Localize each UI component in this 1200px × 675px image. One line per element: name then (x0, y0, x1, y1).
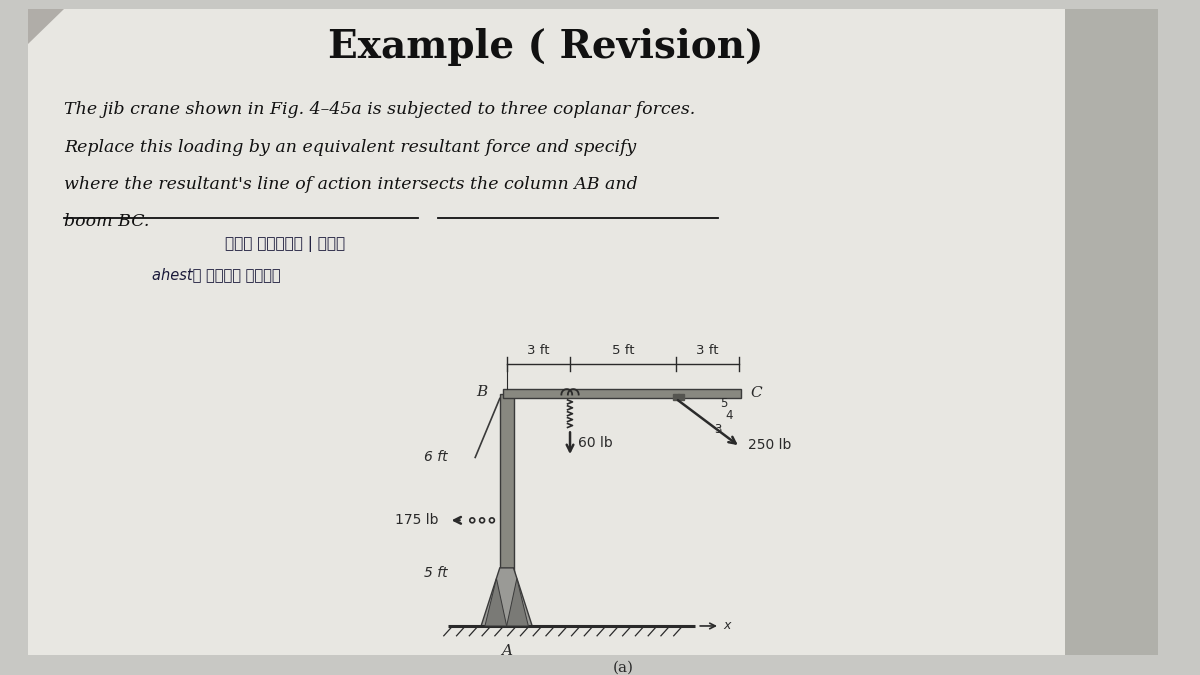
Bar (503, 389, 742, 398)
Text: C: C (751, 385, 762, 400)
Text: 5 ft: 5 ft (424, 566, 448, 580)
Text: Example ( Revision): Example ( Revision) (329, 28, 763, 66)
Text: 3 ft: 3 ft (527, 344, 550, 357)
Text: A: A (502, 644, 512, 657)
Text: The jib crane shown in Fig. 4–45a is subjected to three coplanar forces.: The jib crane shown in Fig. 4–45a is sub… (65, 101, 696, 118)
Text: 250 lb: 250 lb (748, 438, 791, 452)
Text: where the resultant's line of action intersects the column AB and: where the resultant's line of action int… (65, 176, 638, 193)
Text: (a): (a) (612, 660, 634, 674)
Text: 5 ft: 5 ft (612, 344, 634, 357)
Text: 4: 4 (726, 409, 733, 423)
Bar (499, 394, 514, 626)
Text: 3 ft: 3 ft (696, 344, 719, 357)
Text: 175 lb: 175 lb (395, 513, 439, 527)
Text: خمر الشين | جمد: خمر الشين | جمد (226, 236, 346, 252)
Text: Replace this loading by an equivalent resultant force and specify: Replace this loading by an equivalent re… (65, 138, 637, 155)
Text: B: B (475, 385, 487, 399)
Polygon shape (506, 578, 528, 626)
Text: 6 ft: 6 ft (424, 450, 448, 464)
Text: 5: 5 (720, 398, 727, 410)
Text: 3: 3 (714, 423, 721, 436)
Text: ahest، لامس لجمد: ahest، لامس لجمد (152, 267, 281, 282)
Text: boom BC.: boom BC. (65, 213, 150, 230)
Bar (28, 9, 1064, 655)
Text: x: x (724, 620, 731, 632)
Polygon shape (485, 578, 506, 626)
Polygon shape (28, 9, 65, 45)
Bar (1064, 9, 1158, 655)
Text: 60 lb: 60 lb (578, 436, 613, 450)
Polygon shape (481, 568, 532, 626)
